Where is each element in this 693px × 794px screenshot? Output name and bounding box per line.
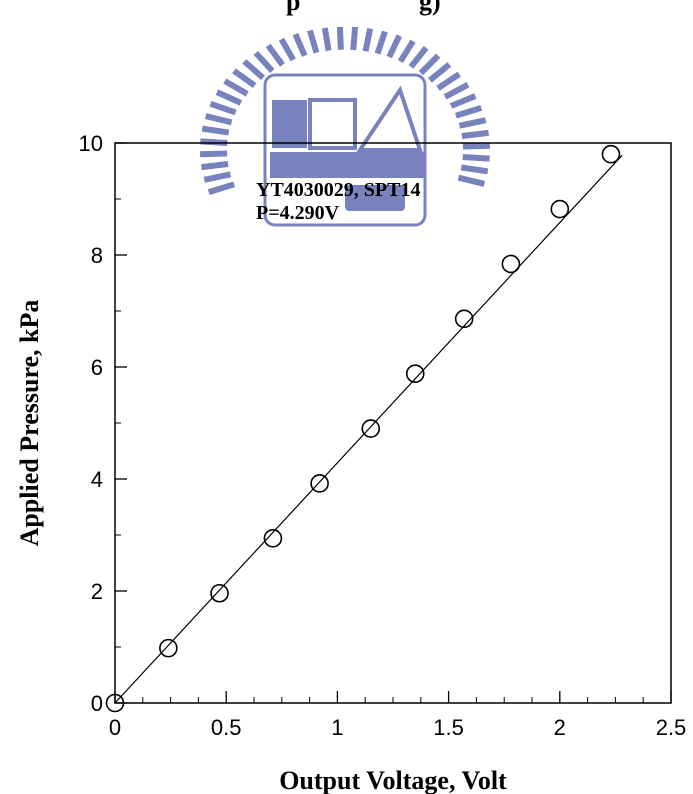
data-point (159, 638, 178, 658)
fit-line (114, 154, 623, 704)
seal-tick (350, 26, 359, 51)
seal-tick (462, 142, 491, 150)
title-fragment-left: p (286, 0, 300, 16)
seal-tick (336, 26, 344, 50)
seal-tick (242, 59, 266, 81)
y-tick-label: 0 (91, 691, 103, 716)
seal-tick (460, 164, 489, 175)
seal-tick (203, 171, 232, 183)
watermark-seal (199, 26, 491, 227)
seal-tick (397, 39, 416, 64)
seal-tick (321, 27, 332, 52)
seal-tick (201, 125, 230, 136)
seal-tick (265, 43, 285, 67)
plot-frame (114, 142, 672, 704)
seal-tick (209, 100, 237, 116)
x-tick-label: 0.5 (211, 715, 242, 740)
x-tick-label: 1.5 (433, 715, 464, 740)
y-tick-label: 10 (79, 131, 103, 156)
seal-tick (408, 45, 429, 69)
seal-tick (362, 28, 374, 52)
seal-letter-box (308, 98, 357, 150)
data-point (601, 144, 621, 164)
seal-tick (436, 71, 461, 91)
seal-tick (443, 82, 470, 100)
data-point (263, 529, 283, 548)
seal-tick (454, 104, 483, 119)
seal-tick (449, 93, 477, 109)
seal-tick (207, 181, 236, 196)
seal-tick (204, 113, 233, 126)
seal-tick (418, 53, 441, 76)
seal-tick (215, 89, 243, 106)
data-point (105, 693, 125, 713)
annotation-sensor-id: YT4030029, SPT14 (256, 179, 420, 201)
seal-tick (199, 150, 228, 158)
seal-tick (232, 68, 257, 88)
seal-tick (253, 50, 275, 73)
seal-tick (223, 78, 249, 97)
y-tick-label: 2 (91, 579, 103, 604)
x-axis-title: Output Voltage, Volt (279, 766, 507, 794)
seal-building (272, 100, 307, 148)
seal-tick (462, 154, 490, 162)
title-fragment-right: g) (419, 0, 441, 16)
seal-tick (374, 30, 388, 55)
data-point (361, 419, 381, 438)
annotation-calibration: P=4.290V (256, 202, 340, 224)
data-point (454, 309, 474, 329)
seal-tick (457, 174, 486, 187)
seal-tick (292, 33, 308, 57)
x-tick-label: 2.5 (656, 715, 687, 740)
tick-labels: 0 0.5 1 1.5 2 2.5 0 2 4 6 8 10 (79, 131, 687, 740)
seal-year-plate (345, 185, 405, 211)
data-point (310, 474, 329, 493)
seal-tick (386, 34, 403, 59)
seal-tick (307, 29, 320, 54)
seal-tick (278, 37, 296, 62)
y-tick-label: 4 (91, 467, 103, 492)
y-tick-label: 6 (91, 355, 103, 380)
y-tick-label: 8 (91, 243, 103, 268)
seal-tick (458, 117, 487, 129)
data-point (210, 583, 229, 603)
seal-tick (427, 62, 452, 83)
axis-ticks (114, 142, 672, 704)
seal-triangle (356, 85, 423, 152)
data-point (501, 254, 521, 274)
seal-tick (461, 129, 489, 140)
x-tick-label: 2 (554, 715, 566, 740)
seal-ticks (199, 26, 491, 196)
data-point (550, 199, 570, 219)
seal-tick (201, 160, 229, 171)
x-tick-label: 0 (109, 715, 121, 740)
seal-base (270, 152, 425, 178)
data-point (405, 364, 425, 384)
x-tick-label: 1 (331, 715, 343, 740)
data-points (105, 144, 621, 713)
y-axis-title: Applied Pressure, kPa (15, 300, 44, 547)
